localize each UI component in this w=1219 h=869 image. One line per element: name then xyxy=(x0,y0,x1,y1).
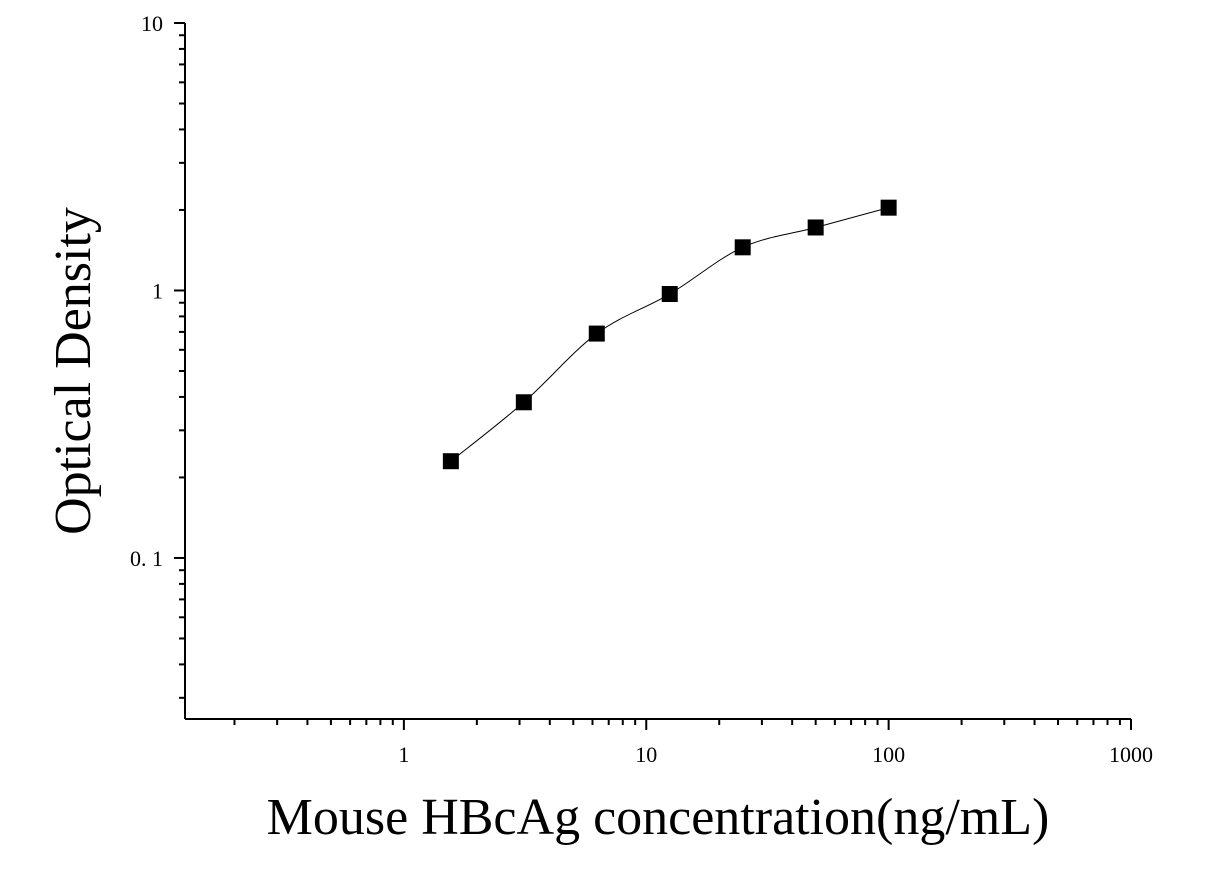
x-axis-label: Mouse HBcAg concentration(ng/mL) xyxy=(267,789,1050,846)
data-point xyxy=(807,219,824,236)
y-tick-label: 10 xyxy=(141,11,163,36)
y-tick-label: 1 xyxy=(152,278,163,303)
y-tick-label: 0. 1 xyxy=(130,546,163,571)
x-tick-label: 1000 xyxy=(1109,742,1153,767)
data-point xyxy=(880,199,897,216)
y-axis-label: Optical Density xyxy=(45,207,102,535)
data-point xyxy=(442,453,459,470)
data-point xyxy=(661,286,678,303)
x-tick-label: 10 xyxy=(635,742,657,767)
data-point xyxy=(734,239,751,256)
data-point xyxy=(588,325,605,342)
x-tick-label: 1 xyxy=(398,742,409,767)
data-point xyxy=(515,394,532,411)
fit-curve xyxy=(450,207,889,462)
x-tick-label: 100 xyxy=(872,742,905,767)
